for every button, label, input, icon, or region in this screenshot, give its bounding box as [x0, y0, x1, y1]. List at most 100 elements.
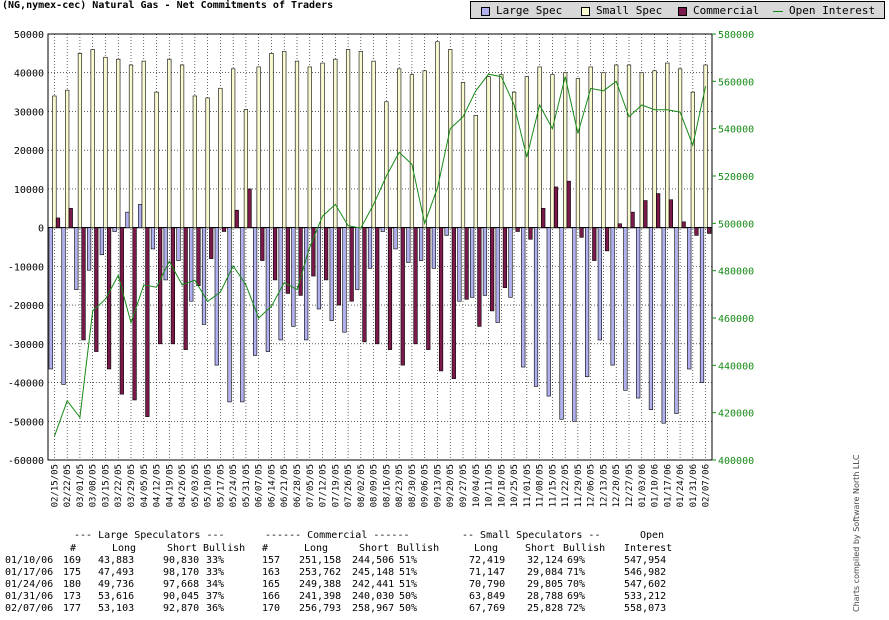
x-tick-label: 12/06/05: [587, 464, 597, 507]
y2-tick-label: 480000: [718, 267, 754, 278]
bar-commercial: [681, 221, 686, 228]
table-cell: 166: [262, 591, 281, 602]
bar-small-spec: [128, 64, 134, 228]
legend-label: Commercial: [693, 4, 760, 17]
y2-tick-label: 460000: [718, 314, 754, 325]
x-tick-label: 11/15/05: [548, 464, 558, 507]
bar-large-spec: [597, 227, 602, 341]
bar-small-spec: [371, 60, 376, 228]
bar-large-spec: [214, 227, 219, 366]
table-cell: 51%: [399, 579, 418, 590]
table-cell: 67,769: [469, 603, 506, 614]
bar-large-spec: [163, 227, 168, 281]
bar-large-spec: [227, 227, 232, 403]
bar-large-spec: [291, 227, 296, 327]
table-column-header: Bullish: [397, 543, 440, 554]
bar-commercial: [209, 227, 214, 259]
table-cell: 70%: [567, 579, 586, 590]
x-tick-label: 12/20/05: [612, 464, 622, 507]
bar-small-spec: [473, 115, 478, 228]
bar-large-spec: [508, 227, 513, 298]
y2-tick-label: 440000: [718, 361, 754, 372]
y-tick-label: 50000: [14, 30, 44, 41]
bar-large-spec: [393, 227, 398, 250]
bar-commercial: [158, 227, 163, 345]
y-tick-label: 10000: [14, 185, 44, 196]
bar-large-spec: [457, 227, 462, 302]
table-cell: 173: [63, 591, 82, 602]
bar-large-spec: [406, 227, 411, 263]
table-cell-date: 01/24/06: [5, 579, 54, 590]
bar-large-spec: [74, 227, 79, 290]
x-tick-label: 09/06/05: [421, 464, 431, 507]
table-cell: 49,736: [98, 579, 135, 590]
bar-large-spec: [355, 227, 360, 290]
bar-large-spec: [278, 227, 283, 341]
x-tick-label: 04/19/05: [165, 464, 175, 507]
chart-title: (NG,nymex-cec) Natural Gas - Net Commitm…: [2, 0, 334, 11]
table-cell: 71,147: [469, 567, 506, 578]
bar-commercial: [324, 227, 329, 281]
y2-tick-label: 420000: [718, 409, 754, 420]
bar-small-spec: [218, 87, 223, 228]
table-cell: 546,982: [624, 567, 667, 578]
bar-commercial: [145, 227, 150, 417]
legend-label: Open Interest: [789, 4, 876, 17]
table-cell: 97,668: [163, 579, 200, 590]
bar-small-spec: [448, 49, 453, 228]
table-cell: 169: [63, 555, 82, 566]
bar-small-spec: [550, 74, 555, 228]
bar-large-spec: [201, 227, 207, 325]
bar-large-spec: [610, 227, 615, 366]
table-cell-date: 01/31/06: [5, 591, 54, 602]
bar-large-spec: [380, 227, 385, 232]
legend-item-large-spec: Large Spec: [481, 5, 562, 17]
table-cell: 98,170: [163, 567, 200, 578]
bar-commercial: [400, 227, 405, 366]
bar-large-spec: [584, 227, 590, 378]
bar-small-spec: [703, 64, 708, 228]
bar-small-spec: [205, 97, 210, 228]
table-cell: 47,493: [98, 567, 135, 578]
bar-commercial: [132, 227, 137, 401]
bar-small-spec: [52, 95, 57, 228]
bar-large-spec: [138, 204, 143, 228]
bar-large-spec: [61, 227, 66, 385]
y2-tick-label: 560000: [718, 77, 754, 88]
bar-small-spec: [333, 58, 338, 228]
table-cell: 244,506: [352, 555, 395, 566]
x-tick-label: 11/22/05: [561, 464, 571, 507]
x-tick-label: 04/05/05: [140, 464, 150, 507]
legend-label: Large Spec: [496, 4, 563, 17]
bar-large-spec: [444, 227, 449, 236]
line-open-interest: [53, 73, 707, 437]
bar-commercial: [336, 227, 342, 306]
x-tick-label: 06/14/05: [267, 464, 277, 507]
bar-small-spec: [435, 41, 440, 228]
x-tick-label: 07/19/05: [331, 464, 341, 507]
legend-item-small-spec: Small Spec: [581, 5, 662, 17]
bar-large-spec: [533, 227, 539, 387]
table-cell: 547,602: [624, 579, 667, 590]
table-cell: 253,762: [299, 567, 342, 578]
table-cell: 53,616: [98, 591, 135, 602]
table-cell: 240,030: [352, 591, 395, 602]
table-cell: 533,212: [624, 591, 667, 602]
bar-commercial: [170, 227, 176, 345]
table-cell-date: 01/10/06: [5, 555, 54, 566]
group-header-small-spec: -- Small Speculators --: [462, 530, 601, 541]
bar-small-spec: [154, 91, 159, 228]
table-column-header: Bullish: [563, 543, 606, 554]
table-column-header: Interest: [624, 543, 673, 554]
group-header-commercial: ------ Commercial ------: [265, 530, 410, 541]
bar-small-spec: [690, 91, 695, 228]
table-cell: 92,870: [163, 603, 200, 614]
x-tick-label: 02/22/05: [63, 464, 73, 507]
x-tick-label: 03/08/05: [89, 464, 99, 507]
y-tick-label: -40000: [8, 379, 44, 390]
y-tick-label: 0: [38, 224, 44, 235]
bar-small-spec: [588, 66, 593, 228]
bar-large-spec: [48, 227, 53, 370]
table-cell: 43,883: [98, 555, 135, 566]
table-cell: 29,084: [527, 567, 564, 578]
